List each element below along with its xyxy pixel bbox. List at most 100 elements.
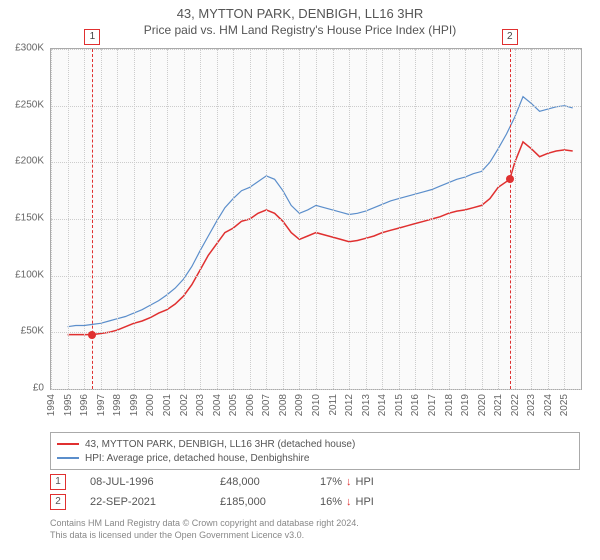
gridline-v <box>531 49 532 389</box>
gridline-v <box>51 49 52 389</box>
gridline-v <box>84 49 85 389</box>
event-point-marker <box>88 331 96 339</box>
x-tick-label: 2021 <box>493 394 504 416</box>
chart-title: 43, MYTTON PARK, DENBIGH, LL16 3HR <box>0 0 600 21</box>
series-price_paid <box>68 142 573 335</box>
gridline-v <box>217 49 218 389</box>
x-tick-label: 2024 <box>543 394 554 416</box>
x-tick-label: 2014 <box>377 394 388 416</box>
x-tick-label: 2011 <box>328 394 339 416</box>
legend-swatch <box>57 457 79 459</box>
x-tick-label: 2000 <box>145 394 156 416</box>
x-tick-label: 2013 <box>361 394 372 416</box>
event-number-box: 2 <box>50 494 66 510</box>
plot-area: 12 <box>50 48 582 390</box>
x-tick-label: 2007 <box>261 394 272 416</box>
event-pct-value: 17% <box>320 476 342 488</box>
x-tick-label: 2016 <box>410 394 421 416</box>
y-tick-label: £150K <box>15 213 44 224</box>
x-axis: 1994199519961997199819992000200120022003… <box>50 390 580 430</box>
event-line <box>510 49 511 389</box>
gridline-v <box>200 49 201 389</box>
x-tick-label: 1999 <box>129 394 140 416</box>
event-marker-box: 2 <box>502 29 518 45</box>
event-vs-label: HPI <box>356 476 374 488</box>
gridline-v <box>266 49 267 389</box>
x-tick-label: 2022 <box>510 394 521 416</box>
gridline-v <box>382 49 383 389</box>
legend-row: 43, MYTTON PARK, DENBIGH, LL16 3HR (deta… <box>57 437 573 451</box>
gridline-v <box>515 49 516 389</box>
x-tick-label: 1997 <box>96 394 107 416</box>
gridline-v <box>101 49 102 389</box>
gridline-v <box>184 49 185 389</box>
gridline-v <box>432 49 433 389</box>
gridline-v <box>167 49 168 389</box>
x-tick-label: 2025 <box>559 394 570 416</box>
x-tick-label: 2009 <box>294 394 305 416</box>
event-marker-box: 1 <box>84 29 100 45</box>
gridline-v <box>250 49 251 389</box>
y-tick-label: £300K <box>15 43 44 54</box>
event-row: 1 08-JUL-1996£48,00017% ↓ HPI <box>50 472 580 492</box>
down-arrow-icon: ↓ <box>346 476 352 488</box>
x-tick-label: 2004 <box>212 394 223 416</box>
gridline-v <box>117 49 118 389</box>
gridline-v <box>316 49 317 389</box>
x-tick-label: 2017 <box>427 394 438 416</box>
gridline-v <box>299 49 300 389</box>
x-tick-label: 2020 <box>477 394 488 416</box>
gridline-v <box>449 49 450 389</box>
gridline-v <box>333 49 334 389</box>
y-tick-label: £250K <box>15 99 44 110</box>
event-vs-label: HPI <box>356 496 374 508</box>
x-tick-label: 2015 <box>394 394 405 416</box>
gridline-v <box>134 49 135 389</box>
gridline-v <box>366 49 367 389</box>
x-tick-label: 2003 <box>195 394 206 416</box>
event-price: £48,000 <box>220 476 320 488</box>
down-arrow-icon: ↓ <box>346 496 352 508</box>
footer: Contains HM Land Registry data © Crown c… <box>50 518 580 541</box>
x-tick-label: 2002 <box>179 394 190 416</box>
x-tick-label: 2001 <box>162 394 173 416</box>
y-tick-label: £50K <box>21 326 44 337</box>
gridline-v <box>482 49 483 389</box>
x-tick-label: 1996 <box>79 394 90 416</box>
event-pct: 17% ↓ HPI <box>320 476 430 488</box>
gridline-v <box>349 49 350 389</box>
legend-swatch <box>57 443 79 445</box>
event-date: 22-SEP-2021 <box>90 496 220 508</box>
chart-container: 43, MYTTON PARK, DENBIGH, LL16 3HR Price… <box>0 0 600 560</box>
gridline-v <box>498 49 499 389</box>
y-tick-label: £200K <box>15 156 44 167</box>
y-axis: £0£50K£100K£150K£200K£250K£300K <box>0 48 48 388</box>
event-date: 08-JUL-1996 <box>90 476 220 488</box>
y-tick-label: £0 <box>33 383 44 394</box>
gridline-v <box>68 49 69 389</box>
gridline-v <box>564 49 565 389</box>
x-tick-label: 2008 <box>278 394 289 416</box>
x-tick-label: 1998 <box>112 394 123 416</box>
x-tick-label: 2012 <box>344 394 355 416</box>
footer-line2: This data is licensed under the Open Gov… <box>50 530 580 542</box>
legend-label: HPI: Average price, detached house, Denb… <box>85 453 309 464</box>
event-pct-value: 16% <box>320 496 342 508</box>
x-tick-label: 2006 <box>245 394 256 416</box>
x-tick-label: 2019 <box>460 394 471 416</box>
event-pct: 16% ↓ HPI <box>320 496 430 508</box>
x-tick-label: 2005 <box>228 394 239 416</box>
x-tick-label: 1994 <box>46 394 57 416</box>
legend: 43, MYTTON PARK, DENBIGH, LL16 3HR (deta… <box>50 432 580 470</box>
gridline-v <box>283 49 284 389</box>
event-number-box: 1 <box>50 474 66 490</box>
gridline-v <box>150 49 151 389</box>
legend-label: 43, MYTTON PARK, DENBIGH, LL16 3HR (deta… <box>85 439 355 450</box>
x-tick-label: 2023 <box>526 394 537 416</box>
series-hpi <box>68 97 573 327</box>
x-tick-label: 2010 <box>311 394 322 416</box>
x-tick-label: 1995 <box>63 394 74 416</box>
gridline-v <box>233 49 234 389</box>
gridline-v <box>548 49 549 389</box>
event-row: 222-SEP-2021£185,00016%↓HPI <box>50 492 580 512</box>
